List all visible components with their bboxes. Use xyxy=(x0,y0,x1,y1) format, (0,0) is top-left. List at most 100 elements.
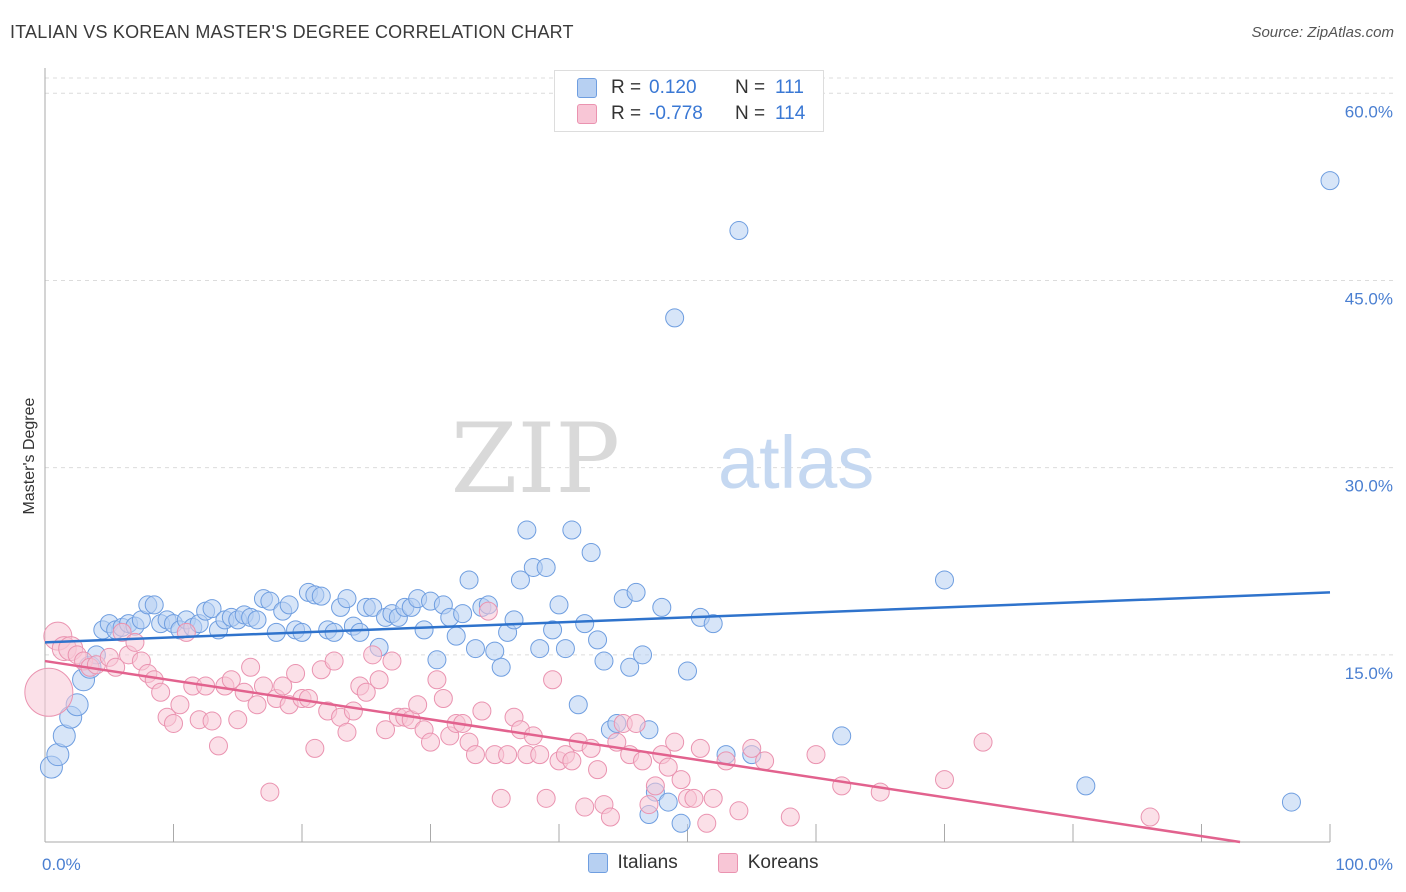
korean-point xyxy=(472,701,492,721)
italian-point xyxy=(832,726,852,746)
x-tick-label: 0.0% xyxy=(42,855,81,874)
korean-point xyxy=(151,682,171,702)
korean-point xyxy=(382,651,402,671)
italian-point xyxy=(536,557,556,577)
korean-point xyxy=(639,795,659,815)
x-tick-label: 100.0% xyxy=(1335,855,1393,874)
italian-point xyxy=(465,639,485,659)
korean-point xyxy=(176,622,196,642)
italian-point xyxy=(581,542,601,562)
korean-point xyxy=(427,670,447,690)
korean-point xyxy=(729,801,749,821)
legend-label: Koreans xyxy=(747,852,819,873)
italian-point xyxy=(626,582,646,602)
korean-point xyxy=(575,797,595,817)
italian-point xyxy=(620,657,640,677)
korean-point xyxy=(690,738,710,758)
korean-point xyxy=(408,695,428,715)
korean-point xyxy=(433,688,453,708)
y-tick-label: 30.0% xyxy=(1345,477,1393,496)
korean-point xyxy=(626,713,646,733)
legend-swatch xyxy=(587,853,608,873)
legend-label: Italians xyxy=(617,852,678,873)
korean-point xyxy=(125,632,145,652)
italian-point xyxy=(678,661,697,681)
italian-point xyxy=(555,639,575,659)
italian-point xyxy=(549,595,569,615)
italian-point xyxy=(414,620,434,640)
n-value: 111 xyxy=(775,77,804,98)
korean-point xyxy=(665,732,685,752)
r-label: R = xyxy=(611,103,642,124)
axis-labels: 15.0% 30.0% 45.0% 60.0% 0.0% 100.0% xyxy=(42,102,1393,874)
korean-point xyxy=(806,745,826,765)
korean-point xyxy=(755,751,775,771)
italian-point xyxy=(575,614,595,634)
r-value: 0.120 xyxy=(649,77,697,98)
korean-point xyxy=(671,770,691,790)
korean-point xyxy=(973,732,993,752)
korean-point xyxy=(208,736,228,756)
italian-point xyxy=(363,597,383,617)
legend-item-koreans: Koreans xyxy=(717,852,819,874)
italian-point xyxy=(510,570,530,590)
italian-point xyxy=(485,641,505,661)
italian-point xyxy=(729,221,749,241)
italian-point xyxy=(427,650,447,670)
gridlines xyxy=(45,77,1394,656)
legend-row-koreans: R = -0.778 N = 114 xyxy=(577,101,805,127)
legend-swatch-italians xyxy=(577,78,597,98)
italian-point xyxy=(453,604,473,624)
italian-point xyxy=(491,657,511,677)
italian-point xyxy=(260,591,280,611)
n-value: 114 xyxy=(775,103,806,124)
italian-point xyxy=(1076,776,1096,796)
stats-legend: R = 0.120 N = 111 R = -0.778 N = 114 xyxy=(554,70,824,132)
r-label: R = xyxy=(611,77,642,98)
korean-point xyxy=(588,760,608,780)
italian-point xyxy=(279,595,299,615)
watermark-zip: ZIP xyxy=(451,403,620,515)
italian-point xyxy=(703,614,723,634)
korean-point xyxy=(742,738,762,758)
korean-point xyxy=(536,788,556,808)
italian-point xyxy=(350,622,370,642)
italian-point xyxy=(459,570,479,590)
n-label: N = xyxy=(735,77,766,98)
korean-point xyxy=(241,657,261,677)
series-legend: Italians Koreans xyxy=(0,852,1406,874)
italian-point xyxy=(530,639,550,659)
italian-point xyxy=(594,651,614,671)
koreans-trend-line xyxy=(44,659,1241,844)
korean-point xyxy=(273,676,293,696)
italian-point xyxy=(446,626,466,646)
korean-point xyxy=(324,651,344,671)
korean-point xyxy=(684,788,704,808)
italian-point xyxy=(658,792,678,812)
korean-point xyxy=(24,667,74,717)
y-tick-label: 45.0% xyxy=(1345,289,1393,308)
korean-point xyxy=(228,710,248,730)
korean-point xyxy=(202,711,222,731)
korean-point xyxy=(498,745,518,765)
axes xyxy=(44,68,1331,843)
italian-point xyxy=(671,813,691,833)
korean-point xyxy=(530,745,550,765)
y-axis-title: Master's Degree xyxy=(21,397,38,514)
korean-point xyxy=(1140,807,1160,827)
korean-point xyxy=(337,722,357,742)
korean-point xyxy=(600,807,620,827)
italian-point xyxy=(1320,171,1340,191)
legend-swatch xyxy=(717,853,738,873)
korean-point xyxy=(658,757,678,777)
italian-point xyxy=(517,520,537,540)
korean-point xyxy=(286,664,306,684)
korean-point xyxy=(170,695,190,715)
korean-point xyxy=(491,788,511,808)
korean-point xyxy=(543,670,563,690)
italian-point xyxy=(1281,792,1301,812)
korean-point xyxy=(369,670,389,690)
korean-point xyxy=(112,622,132,642)
italian-point xyxy=(562,520,582,540)
